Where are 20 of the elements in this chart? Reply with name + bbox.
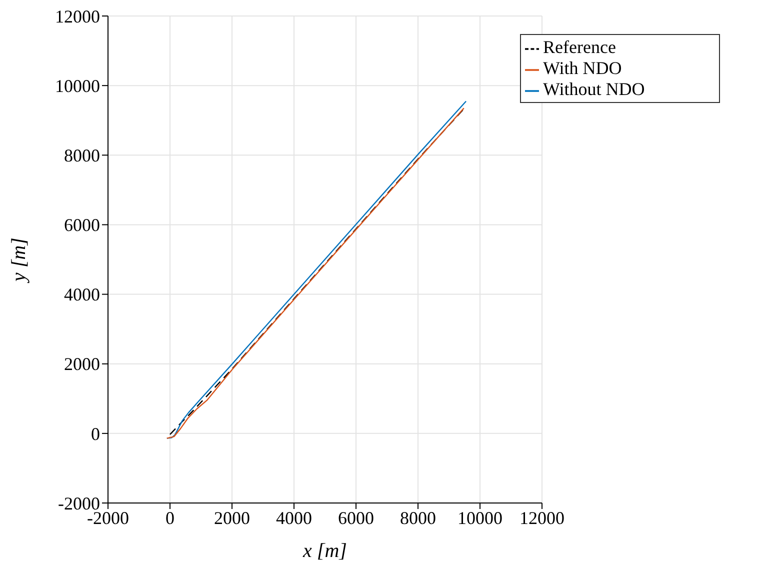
legend-label: Without NDO [543, 79, 645, 99]
x-tick-label: 0 [166, 508, 174, 528]
legend-label: With NDO [543, 58, 622, 78]
legend-label: Reference [543, 37, 616, 57]
y-tick-label: 12000 [55, 6, 100, 26]
y-tick-label: 4000 [64, 284, 100, 305]
x-tick-label: 12000 [520, 508, 564, 528]
y-tick-label: -2000 [58, 493, 100, 514]
y-tick-label: 10000 [55, 76, 100, 96]
y-axis-title: y [m] [8, 238, 30, 284]
y-tick-label: 8000 [64, 146, 100, 166]
y-tick-label: 2000 [64, 354, 100, 374]
x-axis-title: x [m] [302, 540, 347, 562]
x-tick-label: 10000 [458, 508, 502, 528]
x-tick-label: 4000 [276, 508, 312, 528]
x-tick-label: 2000 [214, 508, 250, 528]
x-tick-label: 8000 [400, 508, 436, 528]
y-tick-label: 0 [91, 424, 100, 444]
y-tick-label: 6000 [64, 215, 100, 236]
x-tick-label: 6000 [338, 508, 374, 528]
